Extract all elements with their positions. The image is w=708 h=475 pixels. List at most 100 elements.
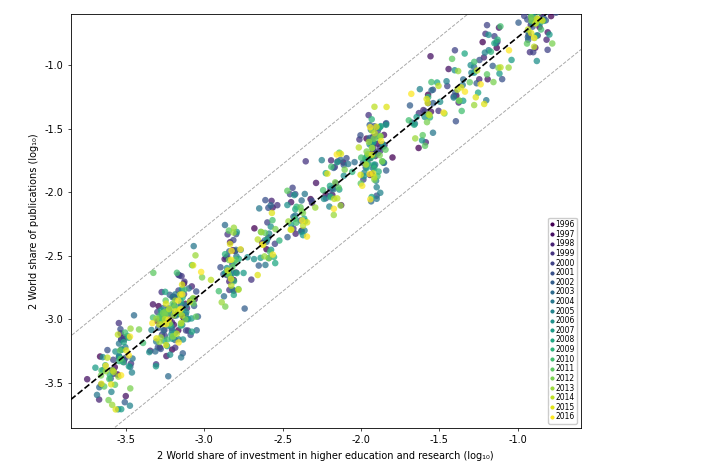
Point [409,120,421,127]
Point [381,119,392,127]
Point [154,314,166,322]
Point [238,269,249,277]
Point [137,339,149,347]
Point [161,352,172,360]
Point [325,193,336,201]
Point [421,118,433,126]
Point [349,158,360,166]
Point [113,354,125,361]
Point [493,70,505,77]
Point [520,0,531,1]
Point [535,16,547,24]
Point [221,264,232,272]
Point [177,294,188,301]
Point [149,348,161,355]
Point [164,305,175,313]
Point [246,276,257,284]
Point [227,264,238,271]
Point [317,186,329,194]
Point [164,291,176,299]
Point [274,237,285,244]
Point [156,288,167,296]
Point [104,371,115,379]
Point [260,261,271,269]
Point [163,372,174,380]
Point [223,271,234,279]
Point [379,141,390,149]
Point [418,106,429,114]
Point [329,195,340,203]
Point [249,225,260,232]
Point [155,345,166,353]
Point [186,328,198,335]
Point [171,312,182,319]
Point [530,19,542,27]
Point [518,12,530,20]
Point [423,91,434,99]
Point [115,355,127,363]
Point [441,77,452,85]
Point [316,156,328,164]
Point [180,300,191,308]
Point [96,371,107,379]
Point [222,269,234,276]
Point [216,298,227,306]
Point [221,254,232,262]
Point [450,117,462,125]
Point [377,158,388,165]
Point [536,7,547,15]
Point [231,230,242,238]
Point [100,362,111,370]
Point [365,198,377,205]
Point [115,347,126,354]
Point [530,20,542,28]
Point [205,276,217,284]
Point [213,287,224,295]
Point [175,291,186,298]
Point [378,159,389,167]
Point [421,95,433,103]
Point [452,67,464,75]
Point [183,327,194,334]
Point [377,140,388,148]
Point [368,138,379,145]
Point [320,170,331,177]
Point [296,207,307,215]
Point [106,366,118,374]
Point [457,81,469,89]
Point [374,144,385,152]
Point [414,86,426,93]
Point [362,152,373,160]
Point [377,158,388,165]
Point [443,65,455,73]
Point [450,47,461,54]
Point [161,342,172,349]
Point [372,172,383,180]
Point [162,309,173,316]
Point [493,64,504,72]
Point [378,131,389,139]
Point [167,300,178,308]
Point [110,348,121,355]
Point [125,363,136,371]
Point [320,194,331,202]
Point [375,147,386,155]
Point [296,197,307,204]
Point [329,179,341,186]
Point [118,356,130,363]
Point [169,308,181,315]
Point [537,17,548,24]
Point [424,111,435,119]
Point [413,144,424,152]
Point [409,134,421,142]
Point [367,141,379,149]
Point [235,246,246,254]
Point [371,195,382,202]
Point [339,166,350,173]
Point [449,66,460,74]
Point [472,89,484,96]
Point [362,161,373,168]
Point [193,313,204,320]
Point [125,360,137,367]
Point [175,300,186,308]
